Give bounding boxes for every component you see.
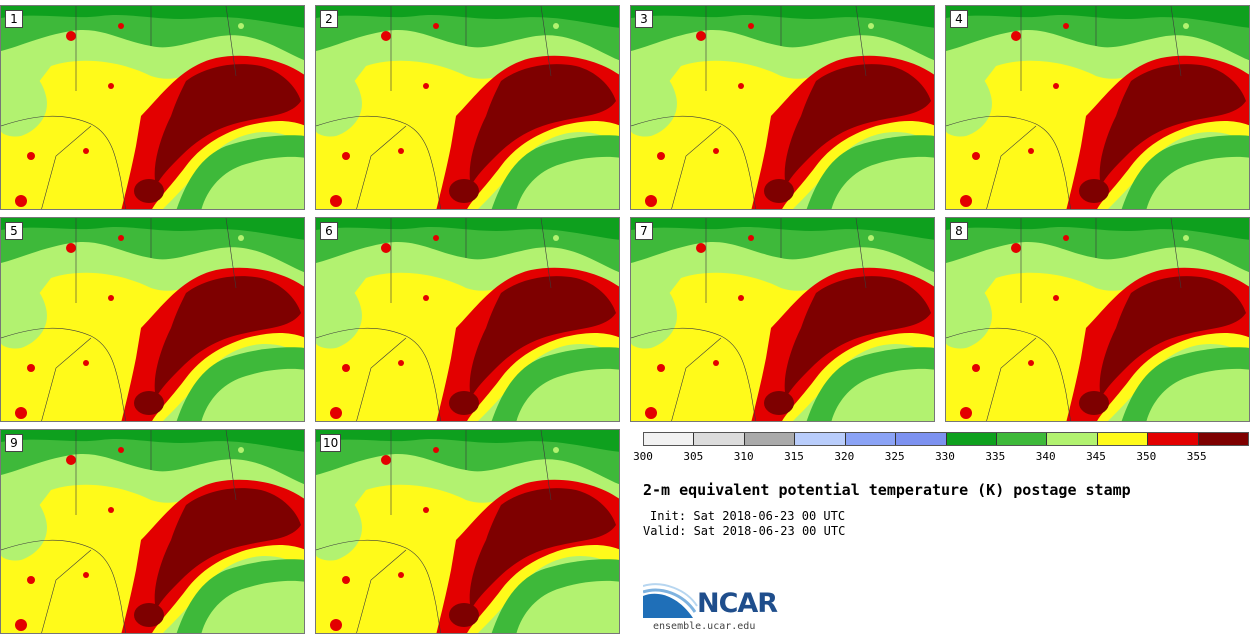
- run-info: Init: Sat 2018-06-23 00 UTC Valid: Sat 2…: [643, 509, 845, 539]
- stamp-map-5: [1, 218, 305, 422]
- colorbar-tick-label: 335: [985, 450, 1006, 463]
- member-label: 2: [320, 10, 338, 28]
- stamp-panel-7: 7: [630, 217, 935, 422]
- stamp-panel-10: 10: [315, 429, 620, 634]
- colorbar-tick-label: 305: [683, 450, 704, 463]
- stamp-map-2: [316, 6, 620, 210]
- stamp-map-1: [1, 6, 305, 210]
- colorbar-segment: [1198, 433, 1249, 445]
- init-label: Init: Sat 2018-06-23 00 UTC: [650, 509, 846, 523]
- valid-label: Valid: Sat 2018-06-23 00 UTC: [643, 524, 846, 538]
- stamp-panel-8: 8: [945, 217, 1250, 422]
- stamp-map-6: [316, 218, 620, 422]
- stamp-panel-4: 4: [945, 5, 1250, 210]
- colorbar-tick-label: 320: [834, 450, 855, 463]
- stamp-map-9: [1, 430, 305, 634]
- colorbar-segment: [1148, 433, 1199, 445]
- member-label: 10: [320, 434, 342, 452]
- colorbar-tick-label: 350: [1136, 450, 1157, 463]
- colorbar-segment: [1097, 433, 1149, 445]
- colorbar-segment: [644, 433, 695, 445]
- stamp-panel-2: 2: [315, 5, 620, 210]
- site-url: ensemble.ucar.edu: [653, 621, 756, 632]
- ncar-logo-icon: [643, 583, 698, 618]
- colorbar-tick-label: 340: [1035, 450, 1056, 463]
- colorbar-segment: [1047, 433, 1098, 445]
- figure-title: 2-m equivalent potential temperature (K)…: [643, 481, 1131, 499]
- stamp-panel-6: 6: [315, 217, 620, 422]
- colorbar-segment: [845, 433, 897, 445]
- colorbar-segment: [694, 433, 745, 445]
- stamp-panel-9: 9: [0, 429, 305, 634]
- member-label: 8: [950, 222, 968, 240]
- stamp-map-3: [631, 6, 935, 210]
- stamp-map-8: [946, 218, 1250, 422]
- colorbar-tick-label: 315: [784, 450, 804, 463]
- logo-text: NCAR: [697, 588, 778, 619]
- stamp-panel-5: 5: [0, 217, 305, 422]
- stamp-map-4: [946, 6, 1250, 210]
- colorbar-tick-label: 330: [935, 450, 955, 463]
- colorbar-ticks: 300 305 310 315 320 325 330 335 340 345 350 355: [633, 450, 1247, 464]
- colorbar-segment: [996, 433, 1048, 445]
- colorbar-tick-label: 310: [733, 450, 754, 463]
- colorbar-segment: [946, 433, 997, 445]
- colorbar-tick-label: 325: [884, 450, 905, 463]
- colorbar-segment: [795, 433, 846, 445]
- colorbar-segment: [896, 433, 947, 445]
- member-label: 6: [320, 222, 338, 240]
- member-label: 9: [5, 434, 23, 452]
- colorbar-tick-label: 300: [633, 450, 653, 463]
- member-label: 4: [950, 10, 968, 28]
- colorbar: [643, 432, 1249, 446]
- stamp-map-10: [316, 430, 620, 634]
- member-label: 7: [635, 222, 653, 240]
- member-label: 5: [5, 222, 23, 240]
- colorbar-tick-label: 345: [1086, 450, 1106, 463]
- member-label: 1: [5, 10, 23, 28]
- stamp-panel-3: 3: [630, 5, 935, 210]
- stamp-map-7: [631, 218, 935, 422]
- colorbar-tick-label: 355: [1186, 450, 1207, 463]
- stamp-panel-1: 1: [0, 5, 305, 210]
- colorbar-segment: [744, 433, 796, 445]
- member-label: 3: [635, 10, 653, 28]
